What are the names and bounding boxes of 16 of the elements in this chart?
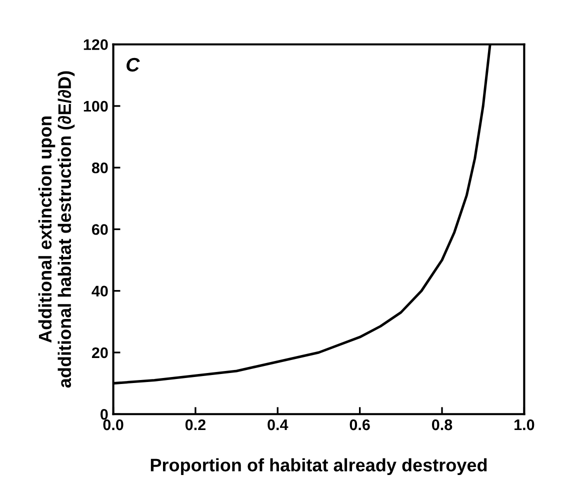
y-tick-label: 40 xyxy=(92,286,108,297)
x-tick-label: 0.0 xyxy=(103,419,124,430)
y-axis-title: Additional extinction upon additional habitat destruction (∂E/∂D) xyxy=(38,71,75,388)
y-tick-label: 80 xyxy=(92,162,108,174)
x-tick-label: 1.0 xyxy=(514,419,534,430)
x-tick-label: 0.2 xyxy=(185,419,206,430)
y-tick-label: 120 xyxy=(84,39,108,50)
x-tick-label: 0.6 xyxy=(350,419,370,430)
x-tick-label: 0.8 xyxy=(432,419,452,430)
y-tick-label: 0 xyxy=(100,408,108,420)
y-tick-label: 60 xyxy=(92,224,108,235)
y-tick-label: 20 xyxy=(92,347,108,358)
x-axis-title: Proportion of habitat already destroyed xyxy=(150,458,487,476)
y-tick-label: 100 xyxy=(84,100,108,112)
annotation: C xyxy=(126,58,140,72)
x-tick-label: 0.4 xyxy=(268,419,288,430)
